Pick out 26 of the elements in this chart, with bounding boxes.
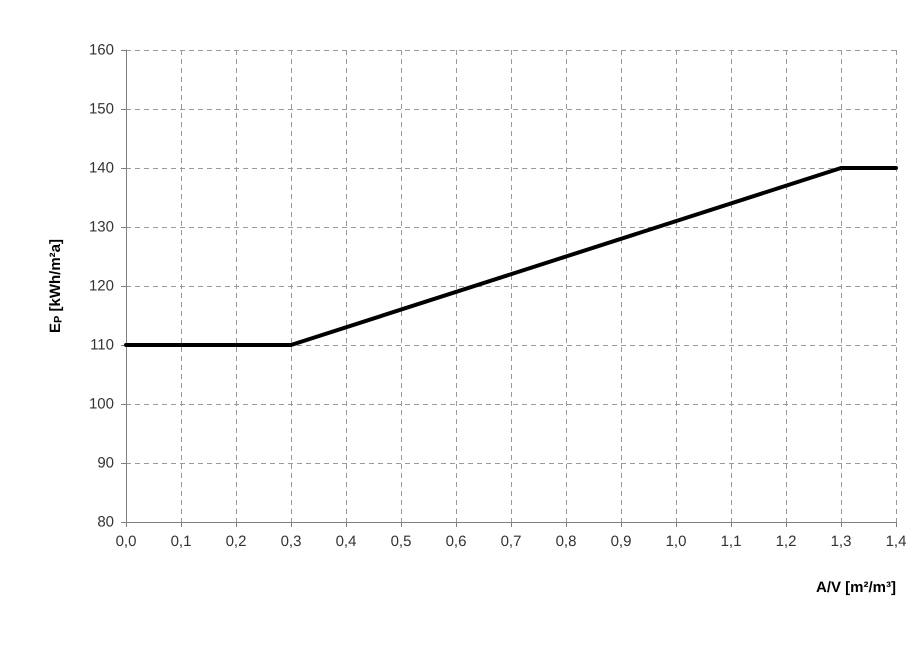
y-tick-label: 80 xyxy=(97,514,114,530)
y-tick-label: 110 xyxy=(90,336,114,354)
y-tick-label: 130 xyxy=(88,218,114,236)
x-tick-label: 1,1 xyxy=(720,533,742,550)
x-tick-label: 1,2 xyxy=(776,533,796,550)
x-tick-label: 0,0 xyxy=(116,533,136,550)
x-tick-label: 0,6 xyxy=(446,533,466,550)
x-axis-title: A/V [m²/m³] xyxy=(816,579,896,596)
x-tick-label: 1,4 xyxy=(886,533,906,550)
x-tick-label: 0,2 xyxy=(226,533,246,550)
y-tick-label: 100 xyxy=(88,396,114,412)
x-tick-label: 0,5 xyxy=(390,533,412,550)
x-tick-label: 0,7 xyxy=(500,533,522,550)
x-tick-label: 1,3 xyxy=(830,533,852,550)
y-tick-label: 150 xyxy=(88,100,114,118)
y-tick-label: 160 xyxy=(88,42,114,58)
y-tick-label: 90 xyxy=(97,454,114,472)
y-axis-title: EP [kWh/m²a] xyxy=(47,238,64,334)
x-tick-label: 1,0 xyxy=(666,533,686,550)
x-tick-label: 0,1 xyxy=(170,533,192,550)
y-tick-label: 140 xyxy=(88,160,114,176)
x-tick-label: 0,4 xyxy=(336,533,356,550)
x-tick-label: 0,3 xyxy=(280,533,302,550)
y-tick-label: 120 xyxy=(88,278,114,294)
x-tick-label: 0,8 xyxy=(556,533,576,550)
x-tick-label: 0,9 xyxy=(610,533,632,550)
